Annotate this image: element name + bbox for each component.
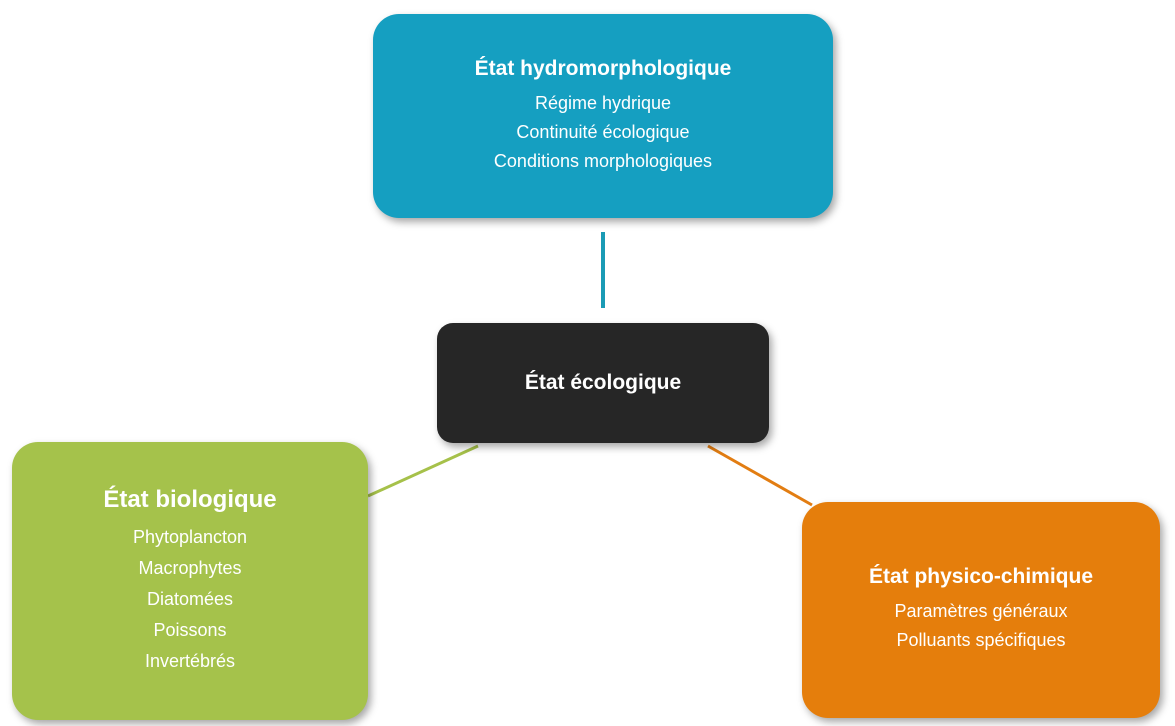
node-item: Continuité écologique [516, 121, 690, 142]
connector [367, 444, 479, 498]
connector [707, 444, 813, 507]
node-bio: État biologique Phytoplancton Macrophyte… [12, 442, 368, 720]
node-title: État biologique [103, 485, 277, 513]
node-title: État écologique [524, 371, 682, 394]
node-item: Polluants spécifiques [896, 630, 1066, 650]
node-item: Diatomées [146, 588, 234, 609]
node-item: Paramètres généraux [894, 601, 1068, 621]
node-item: Poissons [153, 619, 227, 640]
node-eco: État écologique [437, 323, 769, 443]
node-item: Invertébrés [144, 650, 236, 671]
node-item: Conditions morphologiques [493, 150, 713, 171]
node-title: État physico-chimique [868, 565, 1094, 588]
node-item: Macrophytes [138, 557, 242, 578]
node-item: Régime hydrique [534, 92, 672, 113]
node-title: État hydromorphologique [474, 56, 732, 80]
node-item: Phytoplancton [132, 526, 248, 547]
node-hydro: État hydromorphologique Régime hydrique … [373, 14, 833, 218]
node-physico: État physico-chimique Paramètres générau… [802, 502, 1160, 718]
